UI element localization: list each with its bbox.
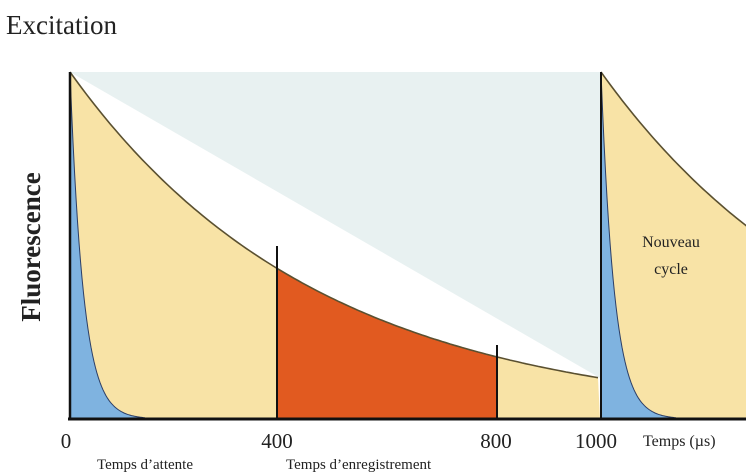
new-cycle-short-lived-fluorescence-spike: [600, 71, 677, 420]
new-cycle-decay-curve: [600, 71, 746, 227]
diagram-title: Excitation: [6, 10, 117, 40]
new-cycle-fluorescence-area: [601, 72, 746, 419]
tick-label-800: 800: [480, 429, 512, 453]
long-lived-fluorescence-area: [70, 72, 600, 419]
tick-label-0: 0: [61, 429, 72, 453]
new-cycle-label-line1: Nouveau: [642, 234, 700, 251]
recording-time-label: Temps d’enregistrement: [286, 457, 432, 473]
x-unit-label: Temps (µs): [643, 433, 716, 450]
tick-label-400: 400: [261, 429, 293, 453]
waiting-time-label: Temps d’attente: [97, 457, 193, 473]
tick-label-1000: 1000: [575, 429, 617, 453]
decay-area-background: [70, 72, 600, 378]
new-cycle-label-line2: cycle: [654, 261, 688, 278]
y-axis-label: Fluorescence: [16, 172, 46, 321]
short-lived-fluorescence-spike: [69, 71, 146, 420]
long-lived-decay-curve: [69, 71, 599, 379]
recording-window-area: [277, 268, 497, 419]
